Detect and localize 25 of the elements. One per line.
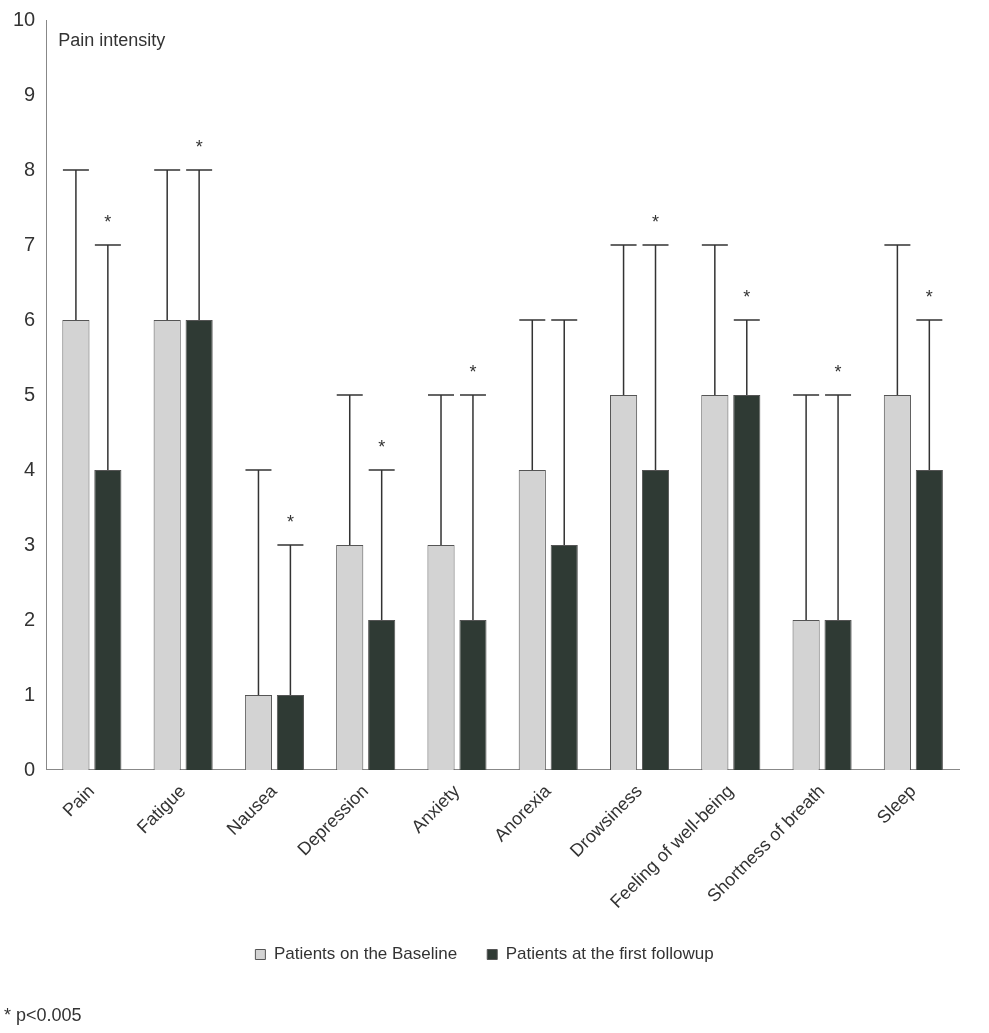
y-tick-label: 4	[24, 457, 36, 480]
annotation: *	[652, 211, 660, 232]
y-tick-label: 6	[24, 307, 36, 330]
annotation: *	[195, 136, 203, 157]
annotation: *	[469, 361, 477, 382]
annotation: *	[286, 511, 294, 532]
y-tick-label: 3	[24, 532, 36, 555]
legend-label: Patients at the first followup	[505, 944, 714, 964]
annotation: *	[378, 436, 386, 457]
y-tick-label: 9	[24, 82, 36, 105]
y-tick-label: 1	[24, 682, 36, 705]
y-tick-label: 0	[24, 757, 36, 780]
legend-label: Patients on the Baseline	[273, 944, 458, 964]
text: Pain intensity	[58, 29, 166, 50]
y-tick-label: 2	[24, 607, 36, 630]
y-tick-label: 7	[24, 232, 36, 255]
annotation: *	[925, 286, 933, 307]
annotation: *	[834, 361, 842, 382]
annotation: *	[743, 286, 751, 307]
x-tick-label: Pain	[58, 780, 99, 821]
annotation: *	[104, 211, 112, 232]
y-tick-label: 10	[13, 7, 36, 30]
y-tick-label: 8	[24, 157, 36, 180]
text: * p<0.005	[4, 1004, 82, 1025]
y-tick-label: 5	[24, 382, 36, 405]
